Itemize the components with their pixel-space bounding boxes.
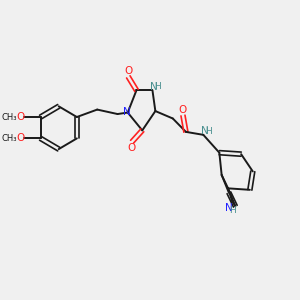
Text: N: N bbox=[150, 82, 158, 92]
Text: N: N bbox=[225, 202, 232, 212]
Text: O: O bbox=[16, 112, 24, 122]
Text: O: O bbox=[128, 142, 136, 153]
Text: N: N bbox=[123, 107, 131, 117]
Text: H: H bbox=[205, 127, 212, 136]
Text: N: N bbox=[201, 126, 208, 136]
Text: O: O bbox=[16, 133, 24, 143]
Text: CH₃: CH₃ bbox=[2, 134, 17, 143]
Text: H: H bbox=[154, 82, 161, 91]
Text: O: O bbox=[179, 105, 187, 115]
Text: H: H bbox=[230, 206, 236, 215]
Text: CH₃: CH₃ bbox=[2, 112, 17, 122]
Text: O: O bbox=[124, 66, 132, 76]
